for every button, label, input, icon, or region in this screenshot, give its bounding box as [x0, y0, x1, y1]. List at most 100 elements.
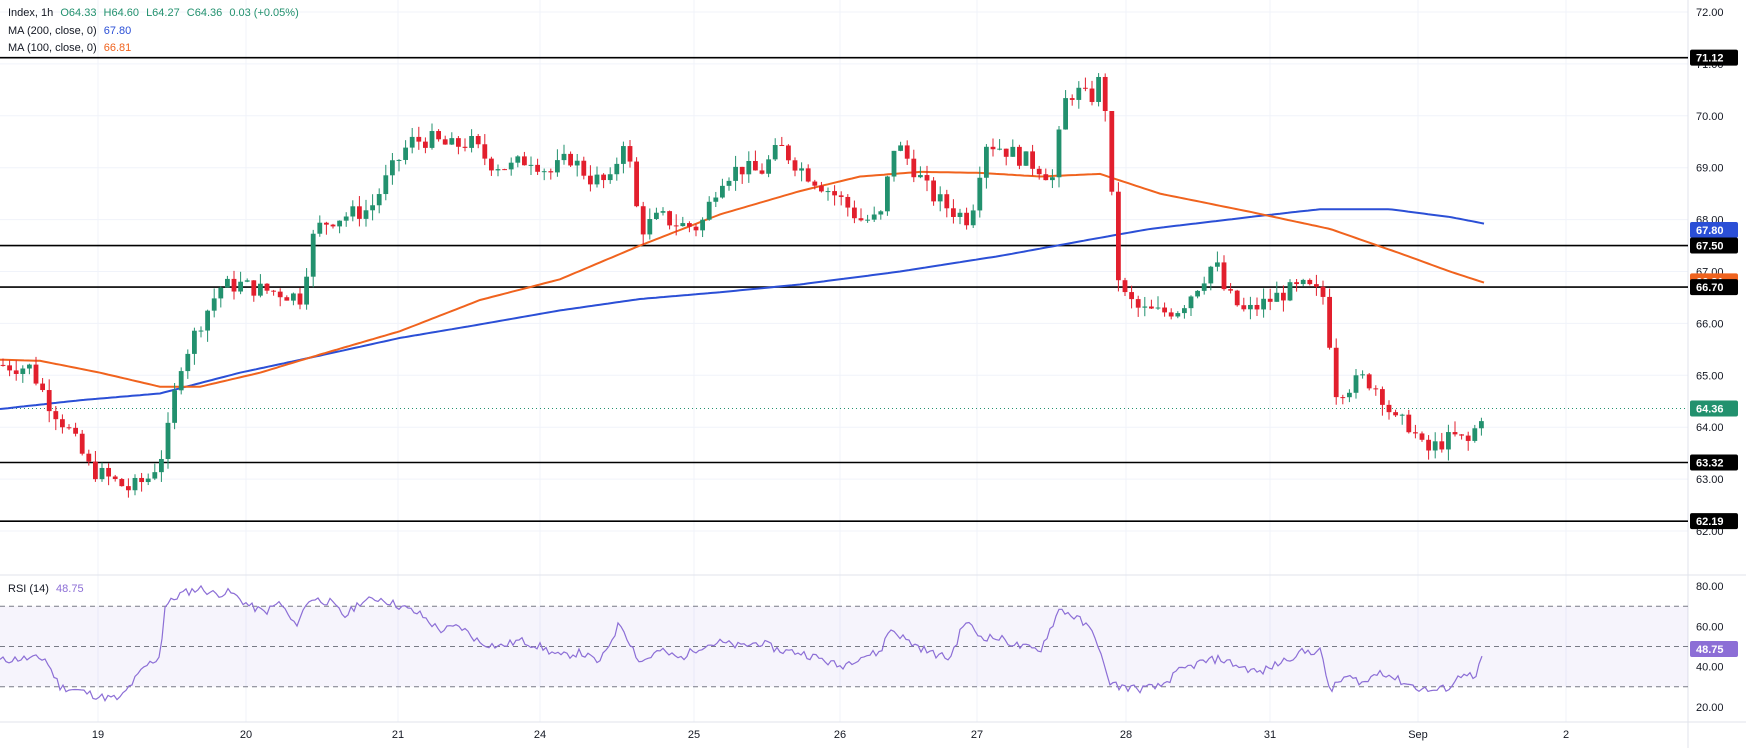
candle-body: [119, 479, 125, 487]
candle: [568, 151, 573, 167]
candle: [1228, 283, 1233, 294]
x-tick-label: 19: [92, 729, 104, 741]
legend-symbol: Index: [8, 7, 35, 19]
candle: [832, 185, 837, 206]
tag-level-66-70-text: 66.70: [1696, 282, 1724, 294]
candle: [885, 175, 890, 216]
candle-body: [614, 163, 620, 175]
candle-body: [502, 169, 507, 171]
tag-level-71-12-text: 71.12: [1696, 53, 1724, 65]
candle-body: [277, 291, 283, 298]
candle-body: [733, 166, 738, 181]
candle: [1347, 389, 1352, 403]
candle-body: [363, 210, 369, 219]
candle-body: [1036, 168, 1042, 175]
candle-body: [139, 477, 144, 483]
candle-body: [0, 364, 6, 366]
candle: [614, 157, 620, 181]
tag-level-71-12: 71.12: [1690, 49, 1738, 66]
candle: [812, 179, 818, 190]
candle: [489, 156, 494, 176]
candle-body: [508, 162, 514, 170]
candle-body: [376, 194, 382, 206]
candle-body: [918, 175, 923, 178]
candle: [132, 474, 138, 496]
candle-body: [937, 194, 943, 202]
candle: [185, 349, 191, 379]
candle: [390, 153, 395, 185]
candle: [878, 210, 884, 220]
candle-body: [27, 364, 32, 369]
rsi-y-tick-label: 40.00: [1696, 662, 1724, 674]
candle-body: [680, 223, 686, 227]
candle: [218, 286, 224, 308]
x-tick-label: 26: [834, 729, 846, 741]
candle-body: [462, 146, 468, 148]
candle-body: [541, 171, 547, 173]
candle-body: [1261, 298, 1266, 310]
candle-body: [1439, 441, 1445, 450]
candle-body: [1063, 98, 1068, 130]
candle: [621, 141, 626, 174]
candle: [79, 429, 85, 456]
candle: [1096, 73, 1101, 107]
ma100-line: [0, 170, 1485, 388]
candle-body: [205, 310, 210, 331]
candle: [1050, 169, 1055, 189]
rsi-last-value-text: 48.75: [1696, 644, 1724, 656]
candle: [904, 140, 910, 165]
candle: [898, 141, 903, 152]
candle-body: [786, 145, 791, 161]
candle: [1320, 280, 1326, 305]
candle-body: [1419, 433, 1425, 440]
candle: [436, 129, 441, 142]
candle-body: [1465, 435, 1471, 441]
candle: [1465, 431, 1471, 451]
y-tick-label: 65.00: [1696, 370, 1724, 382]
candle-body: [997, 148, 1002, 150]
candle-body: [660, 211, 666, 213]
candle: [442, 135, 448, 145]
candle-body: [409, 136, 415, 148]
candle-body: [1023, 151, 1029, 166]
candle: [1353, 368, 1359, 399]
candle: [1459, 434, 1464, 440]
rsi-last-value-bg: [1690, 641, 1738, 658]
candle: [1399, 413, 1405, 425]
candle-body: [1050, 177, 1055, 181]
candle: [469, 129, 474, 153]
candle: [799, 162, 804, 182]
candle: [574, 154, 580, 177]
candle: [1129, 285, 1134, 309]
candle: [1340, 394, 1346, 405]
candle: [634, 157, 639, 208]
candle-body: [1254, 304, 1260, 310]
candle: [627, 140, 633, 168]
candle: [1030, 144, 1035, 176]
legend-change: 0.03 (+0.05%): [229, 7, 299, 19]
candle-body: [370, 205, 375, 211]
candle: [172, 383, 177, 430]
candle: [53, 406, 59, 431]
candle-body: [601, 174, 606, 181]
candle-body: [1459, 434, 1464, 436]
candle: [350, 200, 356, 222]
candle: [786, 144, 791, 165]
candle: [119, 477, 125, 487]
candle-body: [1380, 389, 1385, 405]
candle-body: [825, 191, 831, 193]
candle-body: [310, 233, 316, 277]
candle: [766, 155, 771, 178]
candle: [535, 158, 540, 175]
candle-body: [1333, 347, 1339, 398]
candle: [1241, 297, 1247, 312]
tag-level-66-70: 66.70: [1690, 279, 1738, 296]
candle: [1393, 409, 1398, 417]
price-tags: 71.1267.8067.5066.8166.7064.3663.3262.19…: [1690, 49, 1738, 658]
candle-body: [1089, 88, 1095, 102]
candle: [1069, 94, 1075, 106]
candle-body: [687, 223, 692, 227]
candle-body: [192, 330, 197, 354]
